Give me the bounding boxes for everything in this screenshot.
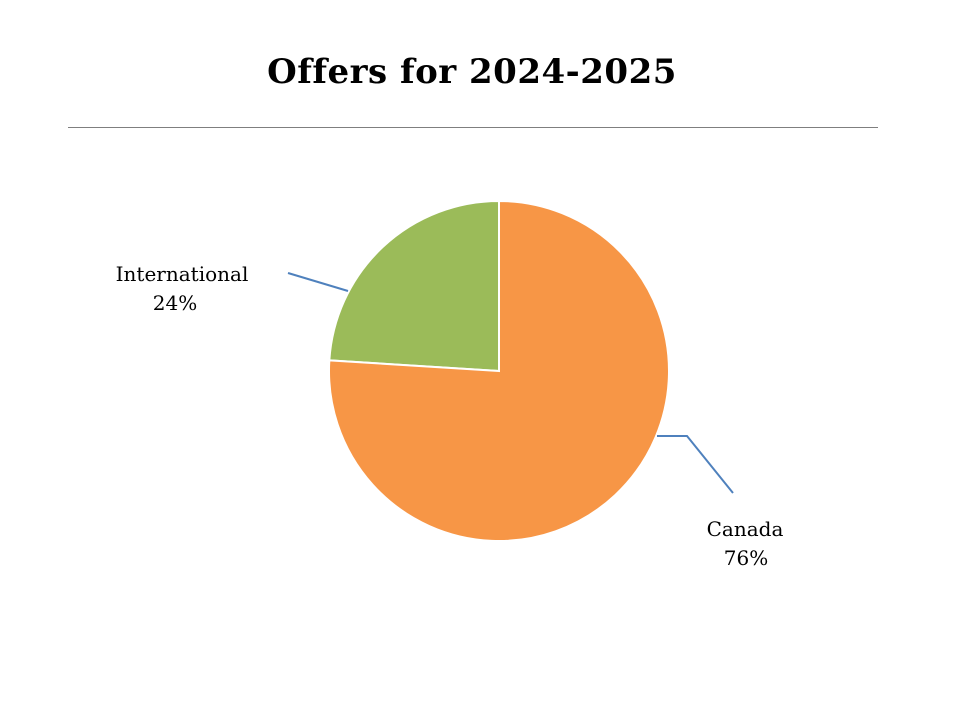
leader-line-international: [287, 272, 349, 292]
leader-lines: [287, 272, 734, 494]
chart-title: Offers for 2024-2025: [267, 52, 677, 92]
leader-line-canada: [657, 435, 734, 494]
title-divider: [68, 127, 878, 128]
pie-slices: [328, 199, 670, 542]
data-label-value-international: 24%: [153, 291, 197, 315]
data-label-category-canada: Canada: [707, 517, 784, 541]
pie-slice-canada: [328, 199, 670, 542]
data-label-category-international: International: [116, 262, 249, 286]
data-labels: International 24% Canada 76%: [116, 262, 784, 570]
data-label-value-canada: 76%: [724, 546, 768, 570]
pie-slice-international: [328, 199, 500, 373]
